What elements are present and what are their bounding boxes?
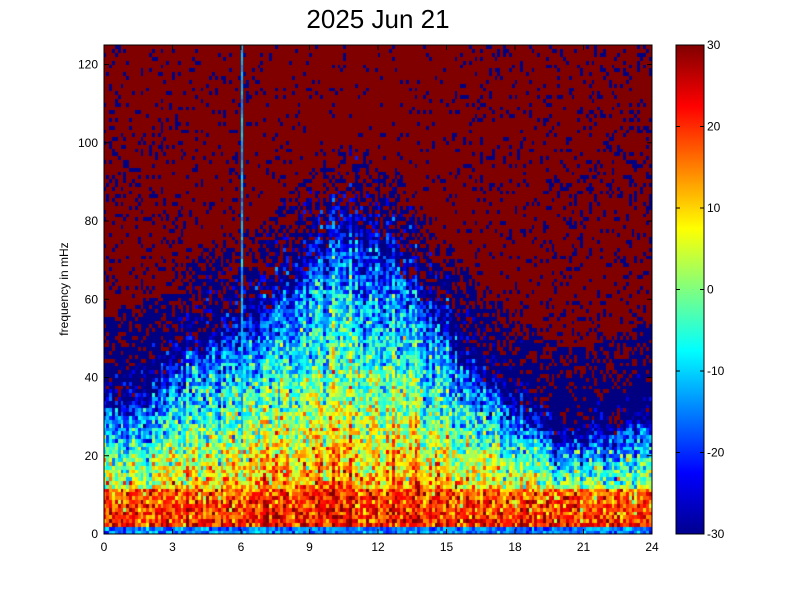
- x-axis: 0 3 6 9 12 15 18 21 24: [101, 45, 659, 554]
- x-tick-label: 15: [440, 540, 454, 554]
- colorbar-tick-label: 20: [707, 120, 721, 134]
- colorbar: [675, 44, 705, 535]
- chart-title: 2025 Jun 21: [306, 4, 450, 34]
- x-tick-label: 21: [577, 540, 591, 554]
- y-tick-label: 40: [85, 371, 99, 385]
- colorbar-tick-label: -10: [707, 364, 725, 378]
- colorbar-tick-label: 30: [707, 38, 721, 52]
- x-tick-label: 12: [371, 540, 385, 554]
- colorbar-tick-label: 10: [707, 201, 721, 215]
- x-tick-label: 3: [169, 540, 176, 554]
- x-tick-label: 9: [306, 540, 313, 554]
- y-tick-label: 0: [91, 527, 98, 541]
- x-tick-label: 6: [238, 540, 245, 554]
- x-tick-label: 24: [645, 540, 659, 554]
- heatmap-layer: [104, 45, 652, 534]
- y-tick-label: 20: [85, 449, 99, 463]
- x-tick-label: 18: [508, 540, 522, 554]
- y-tick-label: 80: [85, 214, 99, 228]
- y-tick-label: 100: [78, 136, 98, 150]
- heatmap-image: [104, 45, 652, 534]
- colorbar-axis: -30 -20 -10 0 10 20 30: [676, 38, 725, 541]
- y-axis: 0 20 40 60 80 100 120: [78, 58, 652, 541]
- colorbar-tick-label: -20: [707, 446, 725, 460]
- x-tick-label: 0: [101, 540, 108, 554]
- y-tick-label: 60: [85, 292, 99, 306]
- colorbar-tick-label: 0: [707, 283, 714, 297]
- colorbar-tick-label: -30: [707, 527, 725, 541]
- y-tick-label: 120: [78, 58, 98, 72]
